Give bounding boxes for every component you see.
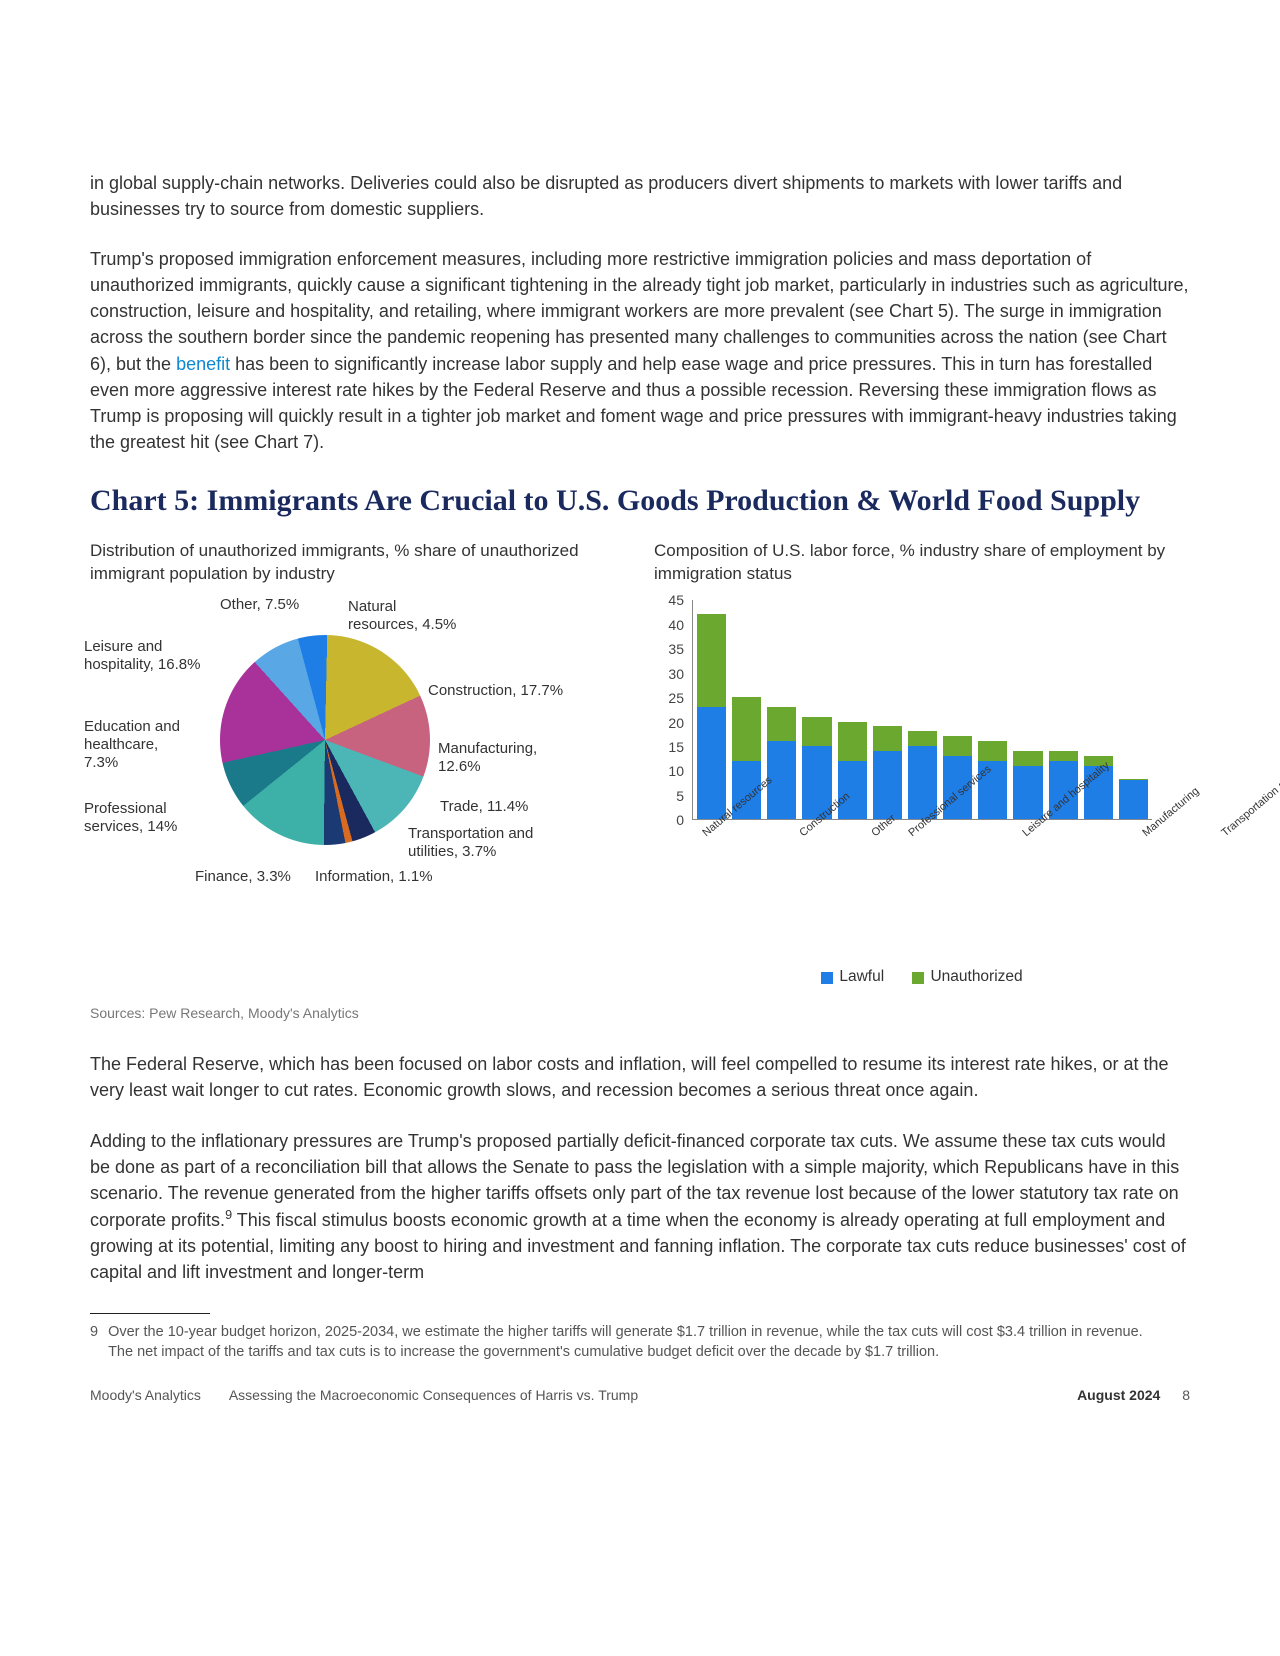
pie-chart xyxy=(220,635,430,845)
bar-stack xyxy=(697,614,726,819)
legend-unauth: Unauthorized xyxy=(912,966,1022,988)
pie-label: Leisure and hospitality, 16.8% xyxy=(84,638,204,674)
y-axis: 051015202530354045 xyxy=(654,600,688,820)
bar-segment-unauthorized xyxy=(873,726,902,750)
legend-unauth-label: Unauthorized xyxy=(930,966,1022,988)
swatch-unauth xyxy=(912,972,924,984)
footnote-number: 9 xyxy=(90,1322,98,1363)
chart5-title: Chart 5: Immigrants Are Crucial to U.S. … xyxy=(90,479,1190,523)
legend-lawful: Lawful xyxy=(821,966,884,988)
footer-date: August 2024 xyxy=(1077,1387,1160,1403)
pie-label: Natural resources, 4.5% xyxy=(348,598,458,634)
swatch-lawful xyxy=(821,972,833,984)
body-para-3: The Federal Reserve, which has been focu… xyxy=(90,1051,1190,1103)
footnote-text: Over the 10-year budget horizon, 2025-20… xyxy=(108,1322,1150,1363)
pie-label: Trade, 11.4% xyxy=(440,798,560,816)
bar-legend: Lawful Unauthorized xyxy=(654,966,1190,991)
para4-b: This fiscal stimulus boosts economic gro… xyxy=(90,1210,1186,1282)
chart5-sources: Sources: Pew Research, Moody's Analytics xyxy=(90,1003,1190,1023)
pie-label: Finance, 3.3% xyxy=(195,868,315,886)
pie-label: Manufacturing, 12.6% xyxy=(438,740,568,776)
bar-segment-lawful xyxy=(873,751,902,819)
bar-segment-unauthorized xyxy=(908,731,937,746)
pie-label: Information, 1.1% xyxy=(315,868,475,886)
bar-segment-unauthorized xyxy=(732,697,761,761)
y-tick: 45 xyxy=(668,590,684,610)
y-tick: 0 xyxy=(676,810,684,830)
y-tick: 5 xyxy=(676,786,684,806)
bar-segment-unauthorized xyxy=(838,722,867,761)
y-tick: 15 xyxy=(668,737,684,757)
pie-subtitle: Distribution of unauthorized immigrants,… xyxy=(90,540,626,586)
bar-segment-unauthorized xyxy=(1013,751,1042,766)
bar-segment-unauthorized xyxy=(978,741,1007,761)
footnote-rule xyxy=(90,1313,210,1314)
bar-column: Composition of U.S. labor force, % indus… xyxy=(654,540,1190,991)
benefit-link[interactable]: benefit xyxy=(176,354,230,374)
body-para-1: in global supply-chain networks. Deliver… xyxy=(90,170,1190,222)
para2-b: has been to significantly increase labor… xyxy=(90,354,1177,452)
bar-stack xyxy=(873,726,902,819)
chart5-row: Distribution of unauthorized immigrants,… xyxy=(90,540,1190,991)
pie-column: Distribution of unauthorized immigrants,… xyxy=(90,540,626,991)
y-tick: 25 xyxy=(668,688,684,708)
bar-x-labels: Natural resourcesConstructionOtherProfes… xyxy=(692,820,1152,890)
pie-label: Other, 7.5% xyxy=(220,596,340,614)
bar-segment-unauthorized xyxy=(767,707,796,741)
footnote-9: 9 Over the 10-year budget horizon, 2025-… xyxy=(90,1322,1190,1363)
body-para-4: Adding to the inflationary pressures are… xyxy=(90,1128,1190,1286)
pie-label: Professional services, 14% xyxy=(84,800,214,836)
pie-label: Education and healthcare, 7.3% xyxy=(84,718,194,772)
footer-page: 8 xyxy=(1182,1387,1190,1403)
footer-doc: Assessing the Macroeconomic Consequences… xyxy=(229,1385,638,1405)
pie-wrap: Natural resources, 4.5%Construction, 17.… xyxy=(90,600,570,920)
bar-segment-unauthorized xyxy=(802,717,831,746)
pie-label: Transportation and utilities, 3.7% xyxy=(408,825,578,861)
legend-lawful-label: Lawful xyxy=(839,966,884,988)
y-tick: 35 xyxy=(668,639,684,659)
y-tick: 40 xyxy=(668,615,684,635)
bar-wrap: 051015202530354045 Natural resourcesCons… xyxy=(654,600,1174,900)
page-footer: Moody's Analytics Assessing the Macroeco… xyxy=(90,1385,1190,1405)
footer-org: Moody's Analytics xyxy=(90,1385,201,1405)
bar-segment-unauthorized xyxy=(1049,751,1078,761)
bar-segment-unauthorized xyxy=(697,614,726,707)
y-tick: 20 xyxy=(668,712,684,732)
pie-label: Construction, 17.7% xyxy=(428,682,578,700)
bar-segment-lawful xyxy=(697,707,726,819)
bar-segment-unauthorized xyxy=(943,736,972,756)
y-tick: 10 xyxy=(668,761,684,781)
y-tick: 30 xyxy=(668,663,684,683)
bar-subtitle: Composition of U.S. labor force, % indus… xyxy=(654,540,1190,586)
body-para-2: Trump's proposed immigration enforcement… xyxy=(90,246,1190,455)
